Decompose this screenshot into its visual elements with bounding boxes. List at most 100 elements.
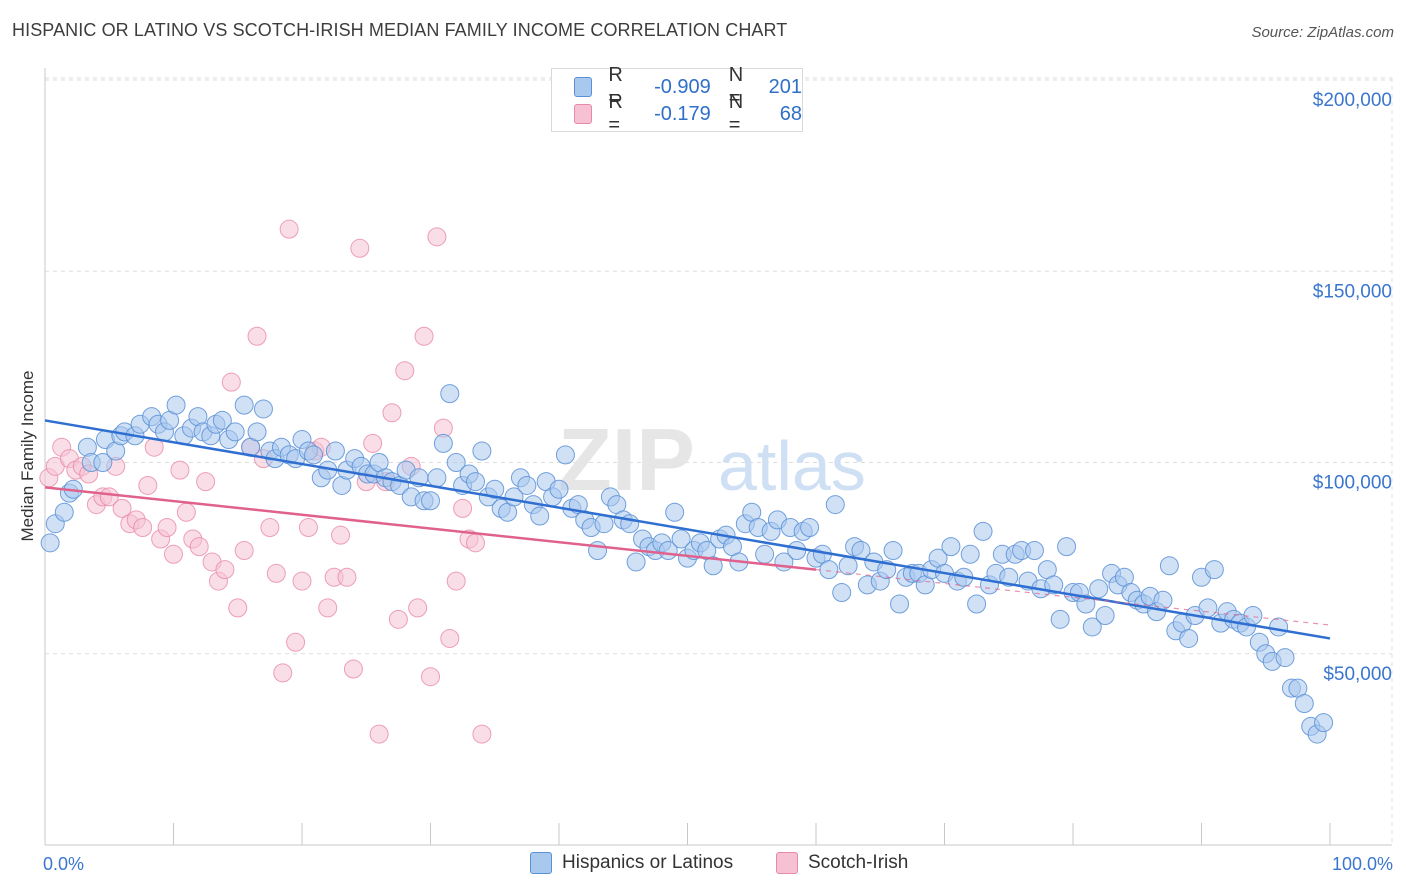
scotch-irish-point [427, 227, 447, 247]
scotch-irish-point [273, 663, 293, 683]
legend-row-scotch-irish: R = -0.179 N = 68 [574, 91, 802, 136]
correlation-legend: R = -0.909 N = 201 R = -0.179 N = 68 [551, 64, 803, 136]
scotch-irish-point [164, 544, 183, 564]
scotch-irish-point [279, 219, 299, 239]
legend-r-label: R = [608, 64, 623, 109]
scotch-irish-point [382, 403, 402, 423]
legend-r-value: -0.179 [654, 102, 711, 125]
y-tick-label: $200,000 [1313, 90, 1392, 111]
axes [44, 68, 1392, 846]
hispanic-point [1044, 575, 1064, 595]
scotch-irish-point [318, 598, 338, 618]
hispanic-point [626, 552, 646, 572]
scotch-irish-point [196, 472, 216, 492]
scotch-irish-point [343, 659, 363, 679]
scotch-irish-point [388, 609, 408, 629]
scotch-irish-point [337, 567, 357, 587]
scotch-irish-point [440, 628, 460, 648]
scotch-irish-point [421, 667, 440, 687]
hispanic-point [800, 518, 820, 538]
source-credit: Source: ZipAtlas.com [1251, 24, 1394, 41]
hispanic-point [671, 529, 691, 549]
hispanic-point [304, 445, 324, 465]
hispanic-point [40, 533, 60, 553]
legend-n-label: N = [728, 91, 744, 136]
hispanic-point [588, 540, 608, 560]
hispanic-point [999, 567, 1019, 587]
scotch-irish-point [298, 518, 318, 538]
legend-swatch-pink [574, 104, 593, 124]
scotch-irish-trend-extension [815, 569, 1331, 626]
tick-labels: $50,000 $100,000 $150,000 $200,000 0.0% 100.0… [43, 90, 1393, 874]
hispanic-point [825, 495, 845, 515]
scotch-irish-point [215, 560, 235, 580]
watermark-zip: ZIP [558, 410, 695, 509]
legend-row-hispanic: R = -0.909 N = 201 [574, 64, 802, 109]
scotch-irish-point [99, 487, 119, 507]
hispanic-point [253, 399, 273, 419]
hispanic-point [54, 502, 74, 522]
legend-r-label: R = [608, 91, 623, 136]
scotch-irish-point [472, 724, 492, 744]
hispanic-point [1198, 598, 1218, 618]
hispanic-point [421, 491, 440, 511]
scotch-irish-point [260, 518, 280, 538]
scotch-irish-point [112, 498, 132, 518]
y-tick-label: $150,000 [1313, 281, 1392, 302]
hispanic-point [1314, 713, 1334, 733]
scotch-irish-point [363, 433, 383, 453]
hispanic-point [93, 453, 113, 472]
x-tick-label-min: 0.0% [43, 854, 84, 874]
hispanic-point [967, 594, 987, 614]
hispanic-point [1089, 579, 1109, 599]
scotch-irish-point [408, 598, 428, 618]
legend-item-scotch-irish[interactable]: Scotch-Irish [776, 852, 908, 874]
y-tick-label: $50,000 [1323, 664, 1392, 685]
hispanic-point [787, 540, 807, 560]
hispanic-point [465, 472, 485, 492]
hispanic-point [1024, 540, 1044, 560]
hispanic-point [883, 540, 903, 560]
scotch-irish-point [286, 632, 306, 652]
hispanic-point [890, 594, 910, 614]
hispanic-point [973, 521, 993, 541]
hispanic-point [517, 475, 537, 495]
hispanic-point [832, 583, 852, 603]
scotch-irish-point [453, 498, 473, 518]
hispanic-point [941, 537, 961, 557]
hispanic-point [427, 468, 447, 488]
scotch-irish-point [228, 598, 248, 618]
scotch-irish-point [247, 326, 267, 346]
scotch-irish-point [133, 518, 153, 538]
hispanic-point [1057, 537, 1077, 557]
legend-label: Scotch-Irish [808, 852, 909, 873]
hispanic-point [1275, 648, 1295, 668]
hispanic-point [440, 384, 460, 404]
legend-item-hispanic[interactable]: Hispanics or Latinos [530, 852, 733, 874]
hispanic-point [472, 441, 492, 461]
hispanic-point [549, 479, 569, 499]
hispanic-point [1076, 594, 1096, 614]
hispanic-point [212, 410, 232, 430]
scotch-irish-point [170, 460, 190, 480]
x-tick-label-max: 100.0% [1332, 854, 1393, 874]
scotch-irish-point [221, 372, 241, 392]
legend-r-value: -0.909 [654, 75, 711, 98]
hispanic-point [1204, 560, 1224, 580]
hispanic-point [1082, 617, 1102, 637]
hispanic-point [1159, 556, 1179, 576]
legend-swatch-pink [776, 852, 798, 874]
chart-title: HISPANIC OR LATINO VS SCOTCH-IRISH MEDIA… [12, 20, 788, 40]
scotch-irish-point [331, 525, 351, 545]
hispanic-point [755, 544, 775, 564]
hispanic-point [1294, 693, 1314, 713]
legend-n-label: N = [728, 64, 744, 109]
legend-n-value: 201 [768, 75, 802, 98]
scotch-irish-point [446, 571, 466, 591]
scotch-irish-point [266, 563, 286, 583]
scotch-irish-point [395, 361, 415, 381]
scotch-irish-point [234, 540, 254, 560]
hispanic-point [555, 445, 575, 465]
y-tick-label: $100,000 [1313, 473, 1392, 494]
